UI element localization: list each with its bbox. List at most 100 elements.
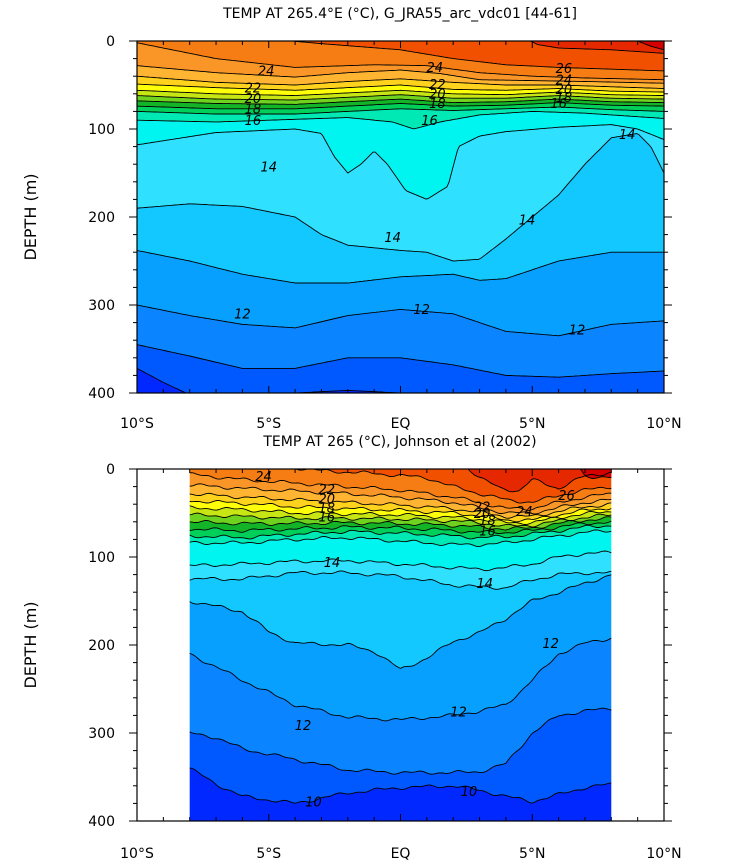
temperature-band-21 bbox=[189, 500, 612, 525]
temperature-band-25 bbox=[137, 41, 664, 80]
contour-label: 16 bbox=[245, 114, 262, 129]
isotherm-25 bbox=[189, 472, 612, 511]
contour-label-text: 18 bbox=[479, 514, 496, 529]
temperature-band-26 bbox=[296, 469, 612, 504]
contour-label: 24 bbox=[255, 470, 272, 485]
contour-label-text: 24 bbox=[255, 470, 272, 485]
isotherm-13 bbox=[189, 574, 612, 669]
temperature-band-15 bbox=[189, 529, 612, 571]
contour-label-text: 18 bbox=[318, 501, 335, 516]
temperature-band-15 bbox=[137, 111, 664, 199]
chart-2-y-tick-labels: 0 100 200 300 400 bbox=[88, 462, 115, 830]
chart-1-ticks bbox=[129, 40, 672, 394]
isotherm-16 bbox=[189, 529, 612, 548]
contour-label: 26 bbox=[556, 62, 573, 77]
chart-1-y-axis-label: DEPTH (m) bbox=[21, 173, 40, 260]
x-tick-label: 10°N bbox=[646, 846, 681, 862]
isotherm-11 bbox=[137, 344, 664, 378]
temperature-band-23 bbox=[189, 483, 612, 519]
contour-label-text: 16 bbox=[550, 97, 567, 112]
isotherm-25 bbox=[137, 42, 664, 81]
contour-label: 20 bbox=[556, 83, 573, 98]
y-tick-label: 200 bbox=[88, 638, 115, 654]
contour-label-text: 16 bbox=[421, 114, 438, 129]
isotherm-16 bbox=[137, 110, 664, 130]
contour-label: 18 bbox=[556, 91, 573, 106]
chart-2-ticks bbox=[129, 468, 672, 822]
y-tick-label: 400 bbox=[88, 814, 115, 830]
contour-label-text: 12 bbox=[234, 308, 251, 323]
isotherm-24 bbox=[189, 483, 612, 515]
y-tick-label: 100 bbox=[88, 550, 115, 566]
contour-label-text: 12 bbox=[542, 637, 559, 652]
x-tick-label: 5°S bbox=[256, 846, 281, 862]
contour-label-text: 26 bbox=[558, 489, 575, 504]
isotherm-15 bbox=[137, 124, 664, 200]
contour-label-text: 20 bbox=[245, 92, 262, 107]
chart-1-filled-contours bbox=[137, 41, 664, 393]
contour-label: 18 bbox=[429, 97, 446, 112]
chart-1-y-tick-labels: 0 100 200 300 400 bbox=[88, 34, 115, 402]
contour-label-text: 14 bbox=[477, 577, 494, 592]
contour-label: 12 bbox=[569, 323, 586, 338]
isotherm-10 bbox=[189, 767, 612, 804]
isotherm-13 bbox=[137, 249, 664, 284]
temperature-band-10 bbox=[189, 708, 612, 804]
chart-1-contour-lines bbox=[137, 41, 664, 393]
contour-label: 18 bbox=[318, 501, 335, 516]
contour-label-text: 22 bbox=[429, 78, 446, 93]
contour-label-text: 14 bbox=[384, 231, 401, 246]
chart-1-title: TEMP AT 265.4°E (°C), G_JRA55_arc_vdc01 … bbox=[222, 6, 577, 22]
temperature-band-11 bbox=[137, 305, 664, 378]
x-tick-label: 5°N bbox=[519, 846, 545, 862]
chart-panel-1: TEMP AT 265.4°E (°C), G_JRA55_arc_vdc01 … bbox=[21, 6, 682, 432]
chart-2-filled-contours bbox=[189, 469, 612, 821]
contour-label-text: 14 bbox=[519, 213, 536, 228]
contour-label-text: 14 bbox=[260, 161, 277, 176]
contour-label: 14 bbox=[384, 231, 401, 246]
temperature-band-24 bbox=[189, 472, 612, 514]
temperature-band-12 bbox=[137, 250, 664, 336]
x-tick-label: EQ bbox=[391, 416, 411, 432]
contour-label-text: 16 bbox=[479, 524, 496, 539]
chart-1-contour-labels: 2422201816242220181626242018161414141412… bbox=[234, 61, 635, 338]
contour-label: 16 bbox=[479, 524, 496, 539]
contour-label-text: 24 bbox=[556, 73, 573, 88]
isotherm-18 bbox=[137, 102, 664, 110]
isotherm-22 bbox=[137, 83, 664, 93]
isotherm-26 bbox=[287, 41, 664, 72]
y-tick-label: 400 bbox=[88, 386, 115, 402]
temperature-band-14 bbox=[189, 551, 612, 590]
y-tick-label: 100 bbox=[88, 122, 115, 138]
contour-label-text: 20 bbox=[556, 83, 573, 98]
contour-label: 12 bbox=[450, 706, 467, 721]
temperature-band-20 bbox=[137, 90, 664, 100]
contour-label-text: 18 bbox=[429, 97, 446, 112]
contour-label-text: 22 bbox=[474, 501, 491, 516]
contour-label: 22 bbox=[318, 483, 335, 498]
contour-label: 18 bbox=[245, 103, 262, 118]
isotherm-18 bbox=[189, 520, 612, 535]
x-tick-label: 5°S bbox=[256, 416, 281, 432]
temperature-band-18 bbox=[189, 516, 612, 534]
chart-1-x-tick-labels: 10°S 5°S EQ 5°N 10°N bbox=[120, 416, 682, 432]
contour-label-text: 12 bbox=[450, 706, 467, 721]
contour-label: 12 bbox=[413, 303, 430, 318]
contour-label: 24 bbox=[556, 73, 573, 88]
temperature-band-19 bbox=[189, 513, 612, 530]
x-tick-label: 10°S bbox=[120, 416, 154, 432]
contour-label-text: 10 bbox=[461, 785, 478, 800]
contour-label: 20 bbox=[474, 507, 491, 522]
isotherm-27 bbox=[467, 469, 612, 493]
contour-label: 18 bbox=[479, 514, 496, 529]
contour-label: 14 bbox=[477, 577, 494, 592]
contour-label: 12 bbox=[295, 719, 312, 734]
isotherm-27 bbox=[529, 41, 664, 54]
isotherm-23 bbox=[137, 75, 664, 89]
chart-panel-2: TEMP AT 265 (°C), Johnson et al (2002) 2… bbox=[21, 434, 682, 862]
isotherm-23 bbox=[189, 492, 612, 519]
contour-label-text: 14 bbox=[324, 556, 341, 571]
temperature-band-14 bbox=[137, 124, 664, 261]
temperature-band-16 bbox=[137, 107, 664, 129]
